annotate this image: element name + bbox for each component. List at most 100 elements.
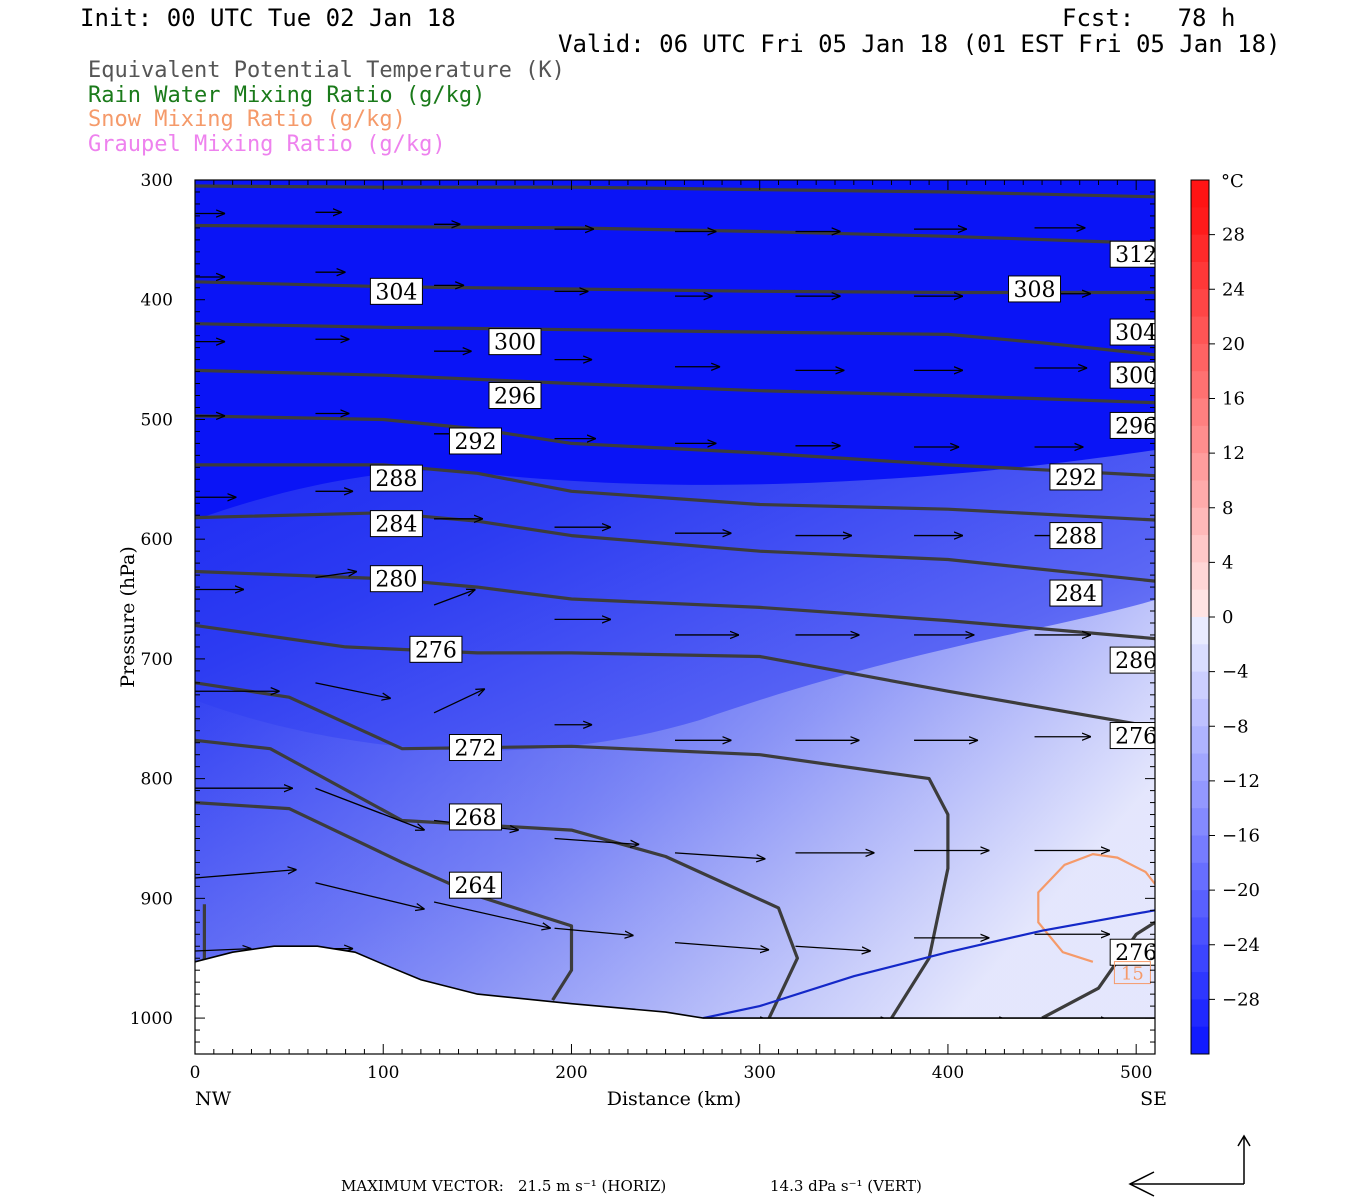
contour-label-box	[369, 277, 423, 305]
colorbar-tick-label: −24	[1222, 935, 1260, 956]
forecast-hour: Fcst: 78 h	[1062, 4, 1236, 32]
y-tick-label: 400	[141, 291, 173, 311]
wind-vector	[315, 572, 356, 579]
x-tick-label: 200	[555, 1063, 587, 1083]
colorbar-swatch	[1191, 726, 1209, 755]
contour-label-box	[1008, 275, 1062, 303]
colorbar-swatch	[1191, 453, 1209, 481]
contour-label: 312	[1115, 243, 1157, 268]
contour-label-box	[1049, 463, 1103, 491]
colorbar-swatch	[1191, 835, 1209, 864]
contour-label-box	[1109, 411, 1155, 439]
x-axis-right-end-label: SE	[1140, 1088, 1167, 1110]
snow-contour	[1037, 852, 1155, 963]
shading-top-band	[195, 180, 1155, 520]
contour-label-box	[1109, 646, 1155, 674]
contour-label: 300	[494, 331, 536, 356]
theta-e-contour	[195, 368, 1155, 405]
contour-label-box	[488, 382, 542, 410]
colorbar-swatch	[1191, 480, 1209, 509]
colorbar-tick-label: 12	[1222, 443, 1245, 464]
x-tick-label: 300	[743, 1063, 775, 1083]
y-tick-label: 500	[141, 410, 173, 430]
colorbar-unit: °C	[1221, 171, 1244, 192]
y-axis-title: Pressure (hPa)	[117, 546, 139, 688]
x-tick-label: 500	[1120, 1063, 1152, 1083]
colorbar-tick-label: −12	[1222, 771, 1260, 792]
contour-label: 308	[1014, 278, 1056, 303]
wind-vector	[433, 689, 485, 714]
colorbar-swatch	[1191, 398, 1209, 427]
x-tick-label: 400	[932, 1063, 964, 1083]
colorbar-tick-label: 4	[1222, 552, 1233, 573]
contour-label: 284	[1055, 582, 1097, 607]
colorbar-tick-label: 0	[1222, 607, 1233, 628]
theta-e-contour	[195, 223, 1155, 246]
contour-label-box	[1109, 318, 1155, 346]
theta-e-contour	[195, 414, 1155, 478]
wind-vector	[674, 852, 765, 859]
y-tick-label: 800	[141, 770, 173, 790]
contour-label: 284	[375, 513, 417, 538]
colorbar-swatch	[1191, 425, 1209, 454]
contour-label: 304	[1115, 321, 1157, 346]
contour-label-box	[448, 803, 502, 831]
theta-e-contour	[195, 322, 1155, 357]
colorbar-swatch	[1191, 671, 1209, 700]
contour-label-box	[448, 871, 502, 899]
colorbar-swatch	[1191, 780, 1209, 809]
colorbar-swatch	[1191, 343, 1209, 372]
contour-label: 296	[494, 385, 536, 410]
colorbar-swatch	[1191, 890, 1209, 918]
contour-label: 280	[375, 568, 417, 593]
colorbar-swatch	[1191, 562, 1209, 591]
legend-graupel: Graupel Mixing Ratio (g/kg)	[88, 132, 446, 157]
colorbar-swatch	[1191, 535, 1209, 563]
colorbar-swatch	[1191, 589, 1209, 618]
plot-frame	[194, 179, 1156, 1055]
colorbar-swatch	[1191, 808, 1209, 836]
colorbar-swatch	[1191, 753, 1209, 782]
wind-vector	[315, 682, 390, 699]
contour-label: 296	[1115, 414, 1157, 439]
y-tick-label: 700	[141, 650, 173, 670]
colorbar-tick-label: 8	[1222, 498, 1233, 519]
colorbar-tick-label: 16	[1222, 389, 1245, 410]
legend-snow: Snow Mixing Ratio (g/kg)	[88, 107, 406, 132]
colorbar-tick-label: −20	[1222, 880, 1260, 901]
contour-label: 300	[1115, 364, 1157, 389]
contour-label-box	[369, 464, 423, 492]
colorbar-tick-label: −4	[1222, 662, 1249, 683]
max-vector-vert: 14.3 dPa s⁻¹ (VERT)	[770, 1177, 922, 1195]
colorbar-swatch	[1191, 507, 1209, 536]
contour-label-box	[369, 510, 423, 538]
contour-label: 264	[454, 874, 496, 899]
colorbar-swatch	[1191, 316, 1209, 345]
y-tick-label: 300	[141, 171, 173, 191]
colorbar-tick-label: −16	[1222, 826, 1260, 847]
contour-label: 288	[1055, 525, 1097, 550]
colorbar-tick-label: −8	[1222, 716, 1249, 737]
shading-lower-band	[195, 600, 1155, 1054]
legend-rain: Rain Water Mixing Ratio (g/kg)	[88, 83, 486, 108]
colorbar-swatch	[1191, 644, 1209, 673]
x-axis-title: Distance (km)	[607, 1088, 742, 1110]
x-axis-left-end-label: NW	[195, 1088, 232, 1110]
contour-label-box	[448, 427, 502, 455]
contour-label-box	[1109, 938, 1155, 966]
wind-vector	[795, 945, 870, 951]
max-vector-horiz: 21.5 m s⁻¹ (HORIZ)	[518, 1177, 667, 1195]
contour-label-box	[1049, 522, 1103, 550]
colorbar-tick-label: −28	[1222, 989, 1260, 1010]
y-tick-label: 600	[141, 530, 173, 550]
colorbar-swatch	[1191, 944, 1209, 973]
contour-label: 280	[1115, 649, 1157, 674]
wind-vector	[433, 589, 475, 606]
wind-vector	[674, 942, 769, 950]
colorbar-tick-label: 24	[1222, 279, 1245, 300]
contour-label-box	[1109, 722, 1155, 750]
contour-label-box	[448, 734, 502, 762]
wind-vector	[195, 870, 297, 879]
colorbar-swatch	[1191, 234, 1209, 263]
